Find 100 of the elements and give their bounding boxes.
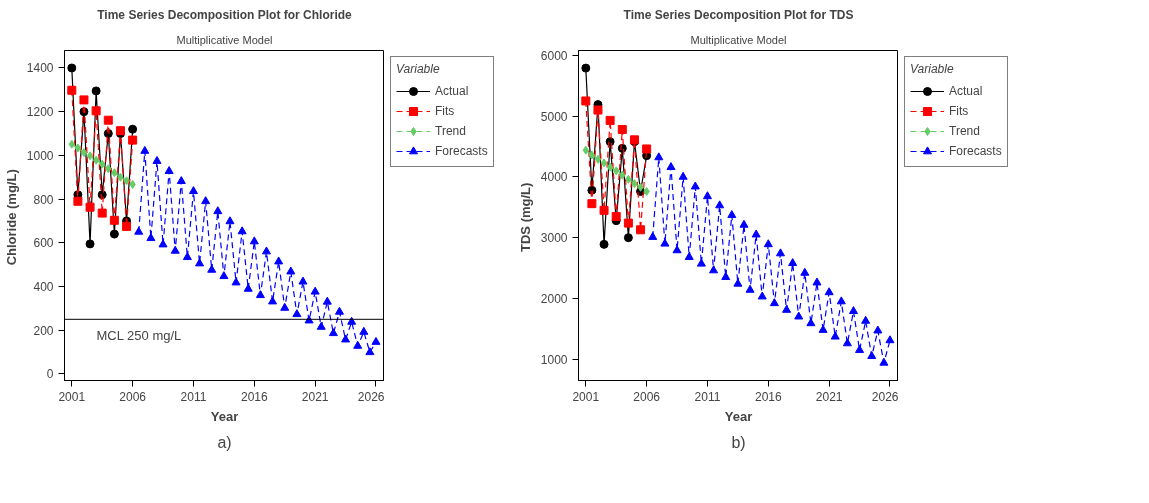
point: [91, 106, 101, 116]
point: [123, 176, 130, 186]
point: [643, 186, 650, 196]
y-tick-label: 800: [33, 192, 54, 207]
point: [855, 344, 865, 353]
point: [86, 151, 94, 161]
point: [152, 155, 162, 164]
point: [873, 325, 883, 334]
chart-title: Time Series Decomposition Plot for Chloride: [97, 7, 353, 22]
point: [587, 199, 597, 209]
point: [79, 95, 89, 105]
point: [848, 306, 858, 315]
point: [371, 336, 381, 345]
ref-line-label: MCL 250 mg/L: [96, 328, 182, 344]
point: [879, 357, 889, 366]
point: [727, 210, 737, 219]
point: [67, 63, 77, 73]
text: a): [217, 433, 232, 451]
point: [188, 186, 198, 195]
point: [715, 200, 725, 209]
point: [684, 252, 694, 260]
point: [109, 215, 119, 225]
legend-label: Forecasts: [435, 144, 488, 158]
point: [92, 155, 100, 165]
point: [334, 306, 344, 315]
point: [769, 298, 779, 307]
point: [672, 245, 682, 254]
y-axis-title: TDS (mg/L): [517, 182, 533, 252]
x-tick-label: 2016: [754, 389, 782, 404]
point: [757, 291, 767, 300]
y-tick-label: 1400: [26, 61, 54, 76]
point: [582, 145, 589, 155]
point: [109, 229, 119, 239]
point: [225, 216, 235, 225]
point: [611, 211, 621, 221]
point: [806, 318, 816, 327]
point: [353, 340, 363, 349]
point: [636, 225, 646, 235]
point: [660, 238, 670, 247]
point: [812, 277, 822, 286]
point: [696, 258, 706, 267]
point: [885, 335, 895, 344]
point: [666, 162, 676, 170]
point: [654, 152, 664, 161]
y-axis-title: Chloride (mg/L): [3, 169, 19, 266]
point: [328, 328, 338, 337]
point: [613, 166, 620, 176]
point: [261, 246, 271, 255]
point: [775, 248, 785, 257]
y-tick-label: 2000: [540, 291, 568, 306]
legend-title: Variable: [910, 62, 955, 76]
legend-label: Actual: [435, 84, 469, 98]
y-tick-label: 400: [33, 280, 54, 295]
point: [237, 226, 247, 235]
point: [85, 202, 95, 212]
point: [128, 124, 138, 134]
y-tick-label: 6000: [540, 48, 568, 63]
point: [201, 196, 211, 205]
point: [140, 145, 150, 154]
point: [581, 96, 591, 106]
point: [830, 331, 840, 340]
point: [316, 321, 326, 330]
point: [122, 221, 132, 231]
point: [99, 159, 106, 169]
y-tick-label: 1000: [540, 352, 568, 367]
x-tick-label: 2026: [871, 389, 899, 404]
point: [255, 290, 265, 299]
x-tick-label: 2001: [572, 389, 600, 404]
point: [195, 258, 205, 267]
point: [623, 233, 633, 243]
point: [231, 277, 241, 286]
point: [341, 334, 351, 343]
point: [788, 258, 798, 267]
point: [782, 304, 792, 313]
point: [642, 144, 652, 154]
point: [842, 338, 852, 347]
chart-subtitle: Multiplicative Model: [690, 33, 787, 46]
point: [164, 166, 174, 174]
point: [249, 236, 259, 245]
point: [129, 179, 136, 189]
y-tick-label: 200: [33, 323, 54, 338]
point: [80, 148, 88, 158]
point: [599, 239, 609, 249]
point: [359, 326, 369, 335]
point: [298, 276, 308, 285]
point: [800, 267, 810, 276]
point: [111, 168, 118, 178]
x-tick-label: 2026: [357, 389, 385, 404]
point: [648, 231, 658, 240]
point: [280, 302, 290, 311]
point: [581, 63, 591, 73]
point: [721, 272, 731, 280]
chart-subtitle: Multiplicative Model: [176, 33, 273, 46]
x-tick-label: 2021: [301, 389, 329, 404]
point: [128, 135, 138, 145]
y-tick-label: 600: [33, 236, 54, 251]
point: [600, 158, 608, 168]
point: [292, 309, 302, 318]
point: [219, 271, 229, 280]
point: [134, 226, 144, 235]
